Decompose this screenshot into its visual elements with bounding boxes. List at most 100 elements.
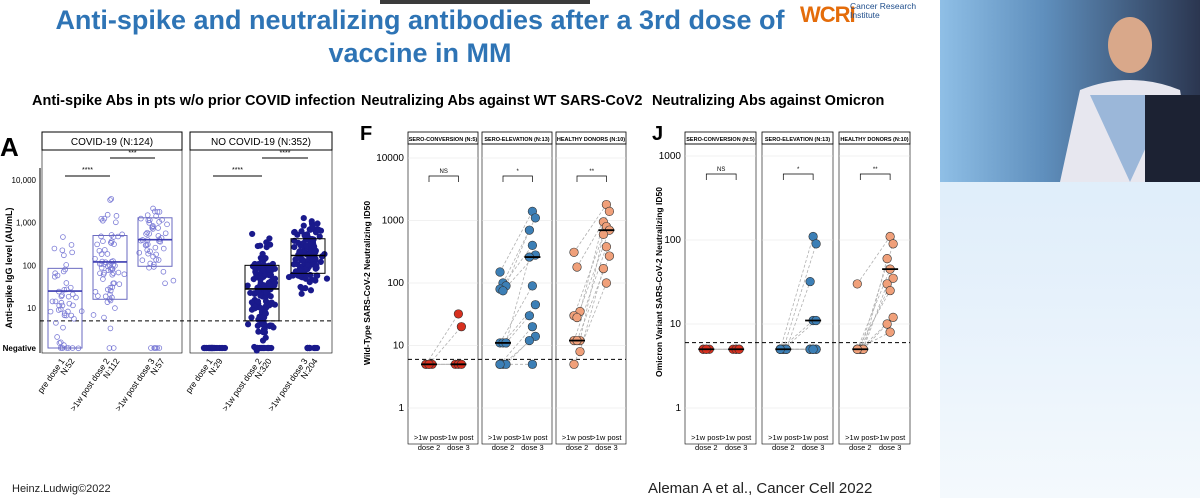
data-point bbox=[107, 197, 113, 203]
data-point bbox=[112, 305, 118, 311]
sig-bracket bbox=[859, 173, 891, 180]
slide: Anti-spike and neutralizing antibodies a… bbox=[0, 0, 917, 497]
x-tick-label: >1w post dose 2 bbox=[220, 356, 264, 413]
data-point bbox=[259, 250, 266, 258]
data-point bbox=[498, 286, 508, 296]
x-tick-label: >1w post bbox=[488, 433, 519, 442]
data-point bbox=[527, 240, 537, 250]
data-point bbox=[104, 251, 111, 257]
data-point bbox=[63, 280, 70, 286]
pair-line bbox=[579, 268, 604, 352]
data-point bbox=[261, 344, 268, 352]
pair-line bbox=[505, 340, 530, 365]
data-point bbox=[495, 359, 505, 369]
data-point bbox=[262, 289, 270, 296]
facet-label: SERO-ELEVATION (N:13) bbox=[484, 137, 549, 143]
data-point bbox=[297, 267, 304, 274]
data-point bbox=[146, 220, 153, 226]
slide-top-bar bbox=[380, 0, 590, 4]
sig-label: **** bbox=[82, 167, 93, 174]
data-point bbox=[113, 213, 120, 219]
pair-line bbox=[505, 315, 530, 344]
data-point bbox=[60, 268, 67, 275]
x-tick-label-dose: dose 3 bbox=[595, 443, 618, 452]
data-point bbox=[109, 266, 115, 273]
y-tick-label: 100 bbox=[23, 261, 37, 270]
data-point bbox=[882, 319, 892, 329]
data-point bbox=[56, 340, 63, 346]
data-point bbox=[61, 252, 67, 259]
panel-letter: J bbox=[652, 123, 663, 145]
data-point bbox=[296, 248, 303, 255]
data-point bbox=[524, 311, 534, 321]
x-tick-label: >1w post dose 3 bbox=[266, 356, 310, 413]
x-tick-label-dose: dose 3 bbox=[447, 443, 470, 452]
x-tick-label-dose: dose 3 bbox=[521, 443, 544, 452]
data-point bbox=[106, 345, 113, 351]
data-point bbox=[313, 262, 320, 269]
pair-line bbox=[779, 236, 814, 350]
facet-label: SERO-ELEVATION (N:13) bbox=[765, 137, 830, 143]
data-point bbox=[110, 345, 117, 351]
y-tick-label: 10,000 bbox=[12, 176, 37, 185]
pair-line bbox=[573, 226, 607, 316]
data-point bbox=[92, 289, 99, 295]
data-point bbox=[162, 230, 169, 237]
data-point bbox=[201, 344, 208, 352]
data-point bbox=[885, 285, 895, 296]
data-point bbox=[101, 314, 107, 321]
data-point bbox=[302, 285, 309, 292]
data-point bbox=[209, 344, 216, 352]
data-point bbox=[144, 212, 151, 218]
data-point bbox=[160, 245, 167, 252]
pair-line bbox=[576, 211, 610, 268]
pair-line bbox=[856, 290, 891, 350]
data-point bbox=[63, 262, 69, 268]
credit-text: Heinz.Ludwig©2022 bbox=[12, 483, 111, 495]
x-tick-label: >1w post bbox=[845, 433, 876, 442]
data-point bbox=[249, 230, 256, 238]
x-tick-label-dose: dose 2 bbox=[566, 443, 589, 452]
data-point bbox=[270, 324, 277, 331]
data-point bbox=[53, 320, 59, 326]
sig-bracket bbox=[428, 175, 459, 182]
data-point bbox=[604, 251, 614, 261]
box-iqr bbox=[47, 267, 83, 349]
data-point bbox=[68, 312, 75, 319]
x-tick-label: >1w post bbox=[798, 433, 829, 442]
data-point bbox=[221, 344, 229, 352]
pair-line bbox=[573, 282, 607, 365]
pair-line bbox=[499, 245, 533, 290]
data-point bbox=[888, 273, 898, 283]
x-tick-label: pre dose 1 bbox=[35, 356, 66, 395]
data-point bbox=[306, 279, 313, 286]
logo-mark: WCRI bbox=[800, 2, 856, 27]
data-point bbox=[248, 299, 255, 306]
y-axis-label: Anti-spike IgG level (AU/mL) bbox=[4, 207, 14, 328]
data-point bbox=[59, 292, 65, 299]
facet-frame bbox=[481, 143, 553, 445]
data-point bbox=[311, 243, 318, 250]
data-point bbox=[292, 256, 299, 263]
data-point bbox=[527, 322, 537, 332]
panel-letter: F bbox=[360, 123, 372, 145]
data-point bbox=[52, 298, 59, 305]
sig-label: NS bbox=[440, 169, 448, 175]
sig-label: **** bbox=[280, 150, 291, 157]
facet-label: SERO-CONVERSION (N:5) bbox=[686, 137, 755, 143]
x-tick-label-dose: dose 2 bbox=[492, 443, 515, 452]
pair-line bbox=[505, 230, 530, 287]
data-point bbox=[247, 289, 254, 297]
data-point bbox=[315, 226, 322, 233]
data-point bbox=[304, 344, 311, 352]
data-point bbox=[151, 264, 157, 270]
y-tick-label: 100 bbox=[664, 235, 681, 246]
data-point bbox=[266, 235, 273, 242]
x-tick-label: >1w post bbox=[414, 433, 445, 442]
data-point bbox=[70, 302, 76, 309]
data-point bbox=[71, 315, 77, 322]
data-point bbox=[98, 233, 104, 240]
slide-title: Anti-spike and neutralizing antibodies a… bbox=[55, 5, 785, 68]
data-point bbox=[108, 232, 115, 238]
y-axis-label: Wild-Type SARS-CoV-2 Neutralizing ID50 bbox=[362, 201, 372, 365]
